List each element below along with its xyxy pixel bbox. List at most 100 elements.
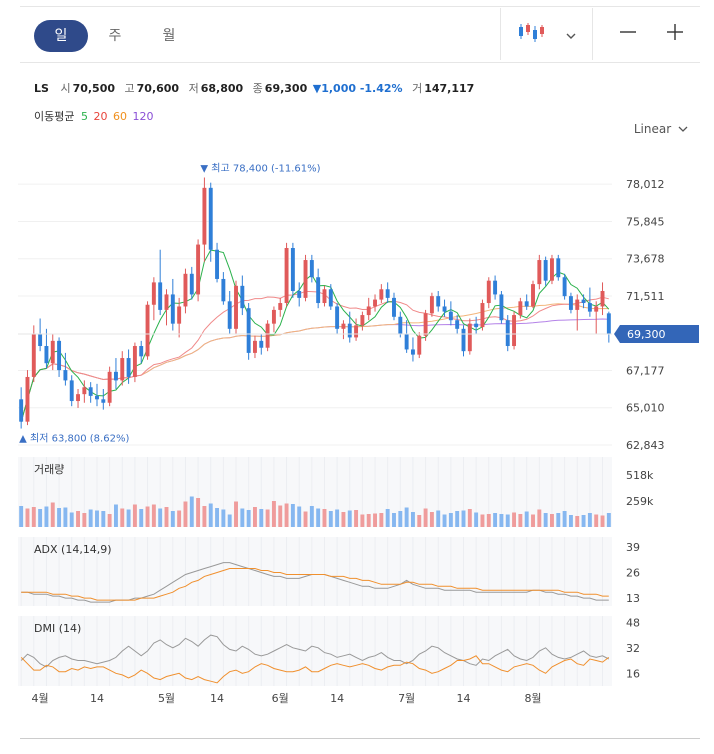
candle-body — [417, 335, 422, 355]
candle-body — [44, 346, 49, 364]
candle-body — [303, 260, 308, 298]
symbol: LS — [34, 82, 49, 95]
volume-bar — [107, 514, 112, 527]
chart-type-dropdown[interactable] — [562, 20, 580, 48]
dmi-panel-bg — [18, 616, 612, 686]
volume-bar — [38, 509, 43, 527]
chart-type-button[interactable] — [516, 20, 546, 48]
volume-bar — [297, 506, 302, 527]
candle-body — [442, 306, 447, 312]
candle-body — [448, 311, 453, 321]
candle-body — [145, 304, 150, 357]
adx-title: ADX (14,14,9) — [34, 543, 112, 556]
ma-5: 5 — [80, 110, 88, 123]
candle-body — [480, 303, 485, 328]
dmi-tick-label: 16 — [626, 667, 640, 680]
plus-icon — [666, 23, 684, 45]
volume-bar — [429, 512, 434, 527]
volume-bar — [303, 511, 308, 527]
ma-20-line — [20, 290, 609, 422]
x-axis-label: 14 — [210, 692, 224, 705]
volume-bar — [423, 508, 428, 527]
volume-bar — [221, 509, 226, 527]
volume-label: 거 — [412, 82, 423, 95]
candle-body — [328, 289, 333, 307]
volume-bar — [392, 513, 396, 527]
candle-body — [31, 333, 36, 377]
adx-tick-label: 39 — [626, 541, 640, 554]
candle-body — [543, 260, 548, 281]
candle-body — [19, 399, 24, 422]
candle-body — [581, 299, 586, 304]
candle-body — [568, 296, 573, 310]
close-value: 69,300 — [264, 82, 308, 95]
volume-bar — [600, 515, 605, 527]
volume-bar — [455, 511, 460, 527]
candle-body — [335, 306, 340, 329]
adx-tick-label: 13 — [626, 592, 640, 605]
candle-body — [392, 297, 396, 317]
tab-monthly[interactable]: 월 — [162, 28, 176, 44]
volume-bar — [145, 506, 150, 527]
candle-body — [259, 340, 264, 348]
price-tick-label: 73,678 — [626, 253, 665, 266]
volume-bar — [543, 513, 548, 527]
x-axis-label: 8월 — [524, 692, 541, 705]
chevron-down-icon — [675, 122, 688, 136]
volume-bar — [259, 509, 264, 527]
zoom-in-button[interactable] — [661, 20, 689, 48]
volume-bar — [461, 510, 466, 527]
volume-bar — [354, 510, 359, 527]
candle-body — [227, 301, 232, 329]
candle-body — [455, 320, 460, 329]
candle-body — [120, 358, 125, 381]
volume-bar — [531, 514, 535, 527]
volume-tick-label: 259k — [626, 495, 654, 508]
candle-body — [385, 289, 390, 298]
current-price-label: 69,300 — [627, 328, 666, 341]
candle-body — [246, 308, 251, 353]
candle-body — [139, 346, 144, 357]
candle-body — [215, 249, 220, 279]
dmi-tick-label: 32 — [626, 642, 640, 655]
adx-tick-label: 26 — [626, 566, 640, 579]
volume-bar — [493, 513, 498, 527]
close-label: 종 — [252, 82, 263, 95]
candle-body — [76, 394, 80, 402]
volume-bar — [139, 509, 144, 527]
volume-bar — [366, 514, 371, 527]
candle-body — [158, 282, 163, 310]
tab-daily[interactable]: 일 — [34, 20, 88, 52]
candle-body — [202, 187, 207, 245]
volume-bar — [215, 508, 220, 527]
volume-bar — [512, 512, 517, 527]
high-label: 고 — [124, 82, 135, 95]
moving-average-legend[interactable]: 이동평균 5 20 60 120 — [34, 108, 156, 124]
candle-body — [606, 313, 611, 334]
volume-bar — [69, 512, 74, 527]
open-label: 시 — [60, 82, 71, 95]
volume-bar — [360, 514, 365, 527]
volume-bar — [151, 504, 156, 527]
volume-bar — [550, 514, 554, 527]
volume-bar — [474, 512, 479, 527]
ma-5-line — [20, 249, 610, 422]
candle-body — [113, 371, 118, 381]
volume-bar — [253, 507, 257, 527]
toolbar-divider — [592, 8, 593, 60]
candle-body — [170, 294, 175, 324]
ma-120-line — [20, 318, 609, 422]
tab-weekly[interactable]: 주 — [108, 28, 122, 44]
candle-body — [101, 399, 106, 403]
volume-bar — [95, 510, 99, 527]
scale-mode-dropdown[interactable]: Linear — [634, 122, 688, 136]
candle-body — [309, 260, 314, 278]
volume-bar — [170, 511, 175, 527]
volume-bar — [158, 508, 163, 527]
x-axis-label: 14 — [330, 692, 344, 705]
zoom-out-button[interactable] — [614, 20, 642, 48]
volume-bar — [448, 513, 453, 527]
volume-bar — [486, 514, 491, 527]
candle-body — [550, 258, 554, 281]
candle-body — [322, 289, 327, 304]
